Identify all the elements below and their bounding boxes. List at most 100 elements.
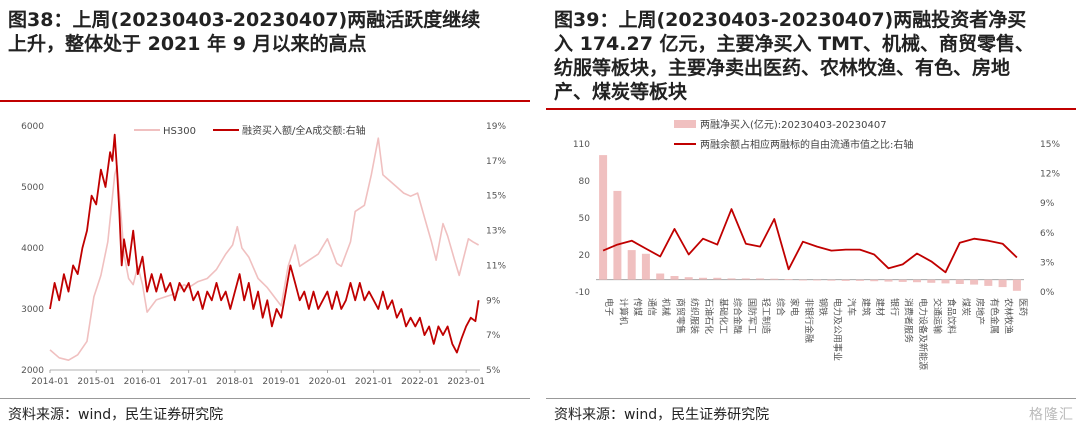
right-category-label: 计算机 xyxy=(617,298,629,325)
right-category-label: 钢铁 xyxy=(817,298,829,316)
net-buy-bar xyxy=(955,279,964,284)
net-buy-bar xyxy=(841,279,850,281)
right-y-tick-right: 3% xyxy=(1040,258,1055,268)
right-title-rule xyxy=(546,108,1076,110)
net-buy-bar xyxy=(884,279,893,282)
right-x-ticks: 电子 计算机 传媒 通信 机械 商贸零售 纺织服装 石油石化 基础化工 综合金融 国防军工 轻工制造综… xyxy=(603,298,1028,370)
right-bar-line-chart: -10 20 50 80 110 0% 3% 6% 9% 12% 15% 电子 计算机 传媒 通信 机械商… xyxy=(573,118,1061,370)
left-x-tick-label: 2020-01 xyxy=(309,377,347,387)
left-x-tick-label: 2022-01 xyxy=(401,377,439,387)
left-y-tick-right: 19% xyxy=(486,122,506,132)
margin-ratio-line xyxy=(49,133,480,354)
left-y-tick-left: 3000 xyxy=(21,305,44,315)
right-y-tick-right: 9% xyxy=(1040,199,1055,209)
watermark: 格隆汇 xyxy=(1029,407,1074,423)
right-category-label: 有色金属 xyxy=(988,298,1000,334)
legend-netbuy-swatch xyxy=(674,120,696,128)
right-y-tick-left: -10 xyxy=(575,288,590,298)
left-x-tick-label: 2014-01 xyxy=(31,377,69,387)
legend-netbuy-label: 两融净买入(亿元):20230403-20230407 xyxy=(700,118,887,131)
right-category-label: 食品饮料 xyxy=(946,298,958,334)
net-buy-bar xyxy=(713,277,722,280)
right-legend: 两融净买入(亿元):20230403-20230407 两融余额占相应两融标的自… xyxy=(674,118,913,151)
net-buy-bar xyxy=(827,279,836,281)
right-y-tick-left: 110 xyxy=(573,140,590,150)
right-category-label: 房地产 xyxy=(974,298,986,325)
net-buy-bar xyxy=(898,279,907,282)
right-panel: 图39：上周(20230403-20230407)两融投资者净买 入 174.2… xyxy=(546,0,1080,431)
left-y-tick-right: 9% xyxy=(486,296,501,306)
left-y-tick-left: 2000 xyxy=(21,366,44,376)
right-y-tick-right: 6% xyxy=(1040,229,1055,239)
net-buy-bar xyxy=(927,279,936,283)
right-category-label: 电子 xyxy=(603,298,615,316)
left-y-tick-right: 15% xyxy=(486,192,506,202)
net-buy-bar xyxy=(599,155,608,280)
left-title-line-1: 图38：上周(20230403-20230407)两融活跃度继续 xyxy=(8,9,481,31)
net-buy-bar xyxy=(1012,279,1021,291)
right-category-label: 汽车 xyxy=(846,298,858,316)
right-category-label: 家电 xyxy=(789,298,801,316)
left-y-tick-left: 6000 xyxy=(21,122,44,132)
legend-ratio-label: 融资买入额/全A成交额:右轴 xyxy=(242,124,366,137)
left-x-tick-label: 2018-01 xyxy=(216,377,254,387)
right-category-label: 电力及公用事业 xyxy=(831,298,843,361)
right-y-ticks-right: 0% 3% 6% 9% 12% 15% xyxy=(1040,140,1060,298)
hs300-line xyxy=(49,137,479,361)
left-x-tick-label: 2017-01 xyxy=(170,377,208,387)
right-y-tick-left: 50 xyxy=(579,214,591,224)
left-y-tick-right: 17% xyxy=(486,157,506,167)
left-x-tick-label: 2015-01 xyxy=(77,377,115,387)
net-buy-bar xyxy=(970,279,979,285)
net-buy-bar xyxy=(699,277,707,280)
net-buy-bar xyxy=(798,279,807,281)
right-category-label: 交通运输 xyxy=(931,298,943,334)
left-source: 资料来源：wind，民生证券研究院 xyxy=(8,407,224,423)
net-buy-bar xyxy=(756,278,765,280)
net-buy-bar xyxy=(984,279,993,286)
net-buy-bar xyxy=(684,277,693,280)
left-source-rule xyxy=(0,398,530,399)
net-buy-bar xyxy=(727,278,736,280)
left-y-ticks-left: 2000 3000 4000 5000 6000 xyxy=(21,122,44,376)
right-chart-title: 图39：上周(20230403-20230407)两融投资者净买 入 174.2… xyxy=(554,8,1074,104)
right-category-label: 农林牧渔 xyxy=(1003,298,1015,334)
net-buy-bar xyxy=(770,278,779,280)
net-buy-bar xyxy=(813,279,822,281)
left-series-group xyxy=(49,133,480,361)
net-buy-bar xyxy=(656,273,665,280)
net-buy-bar xyxy=(670,276,679,280)
right-category-label: 非银行金融 xyxy=(803,298,815,343)
right-source: 资料来源：wind，民生证券研究院 xyxy=(554,407,770,423)
left-x-tick-label: 2019-01 xyxy=(262,377,300,387)
margin-balance-ratio-line xyxy=(602,208,1018,274)
left-legend: HS300 融资买入额/全A成交额:右轴 xyxy=(134,124,366,137)
right-title-line-4: 产、煤炭等板块 xyxy=(554,81,688,103)
net-buy-bar xyxy=(741,278,750,280)
left-panel: 图38：上周(20230403-20230407)两融活跃度继续 上升，整体处于… xyxy=(0,0,534,431)
legend-hs300-label: HS300 xyxy=(163,126,196,137)
right-category-label: 综合金融 xyxy=(732,298,744,334)
left-chart-title: 图38：上周(20230403-20230407)两融活跃度继续 上升，整体处于… xyxy=(8,8,528,56)
right-category-label: 石油石化 xyxy=(703,298,715,334)
right-y-tick-right: 0% xyxy=(1040,288,1055,298)
right-source-rule xyxy=(546,398,1076,399)
left-y-ticks-right: 5% 7% 9% 11% 13% 15% 17% 19% xyxy=(486,122,506,376)
right-category-label: 机械 xyxy=(660,298,672,316)
right-category-label: 建材 xyxy=(874,298,886,316)
net-buy-bar xyxy=(870,279,879,282)
right-y-ticks-left: -10 20 50 80 110 xyxy=(573,140,1024,298)
net-buy-bar xyxy=(784,279,793,280)
net-buy-bar xyxy=(998,279,1007,288)
right-category-label: 纺织服装 xyxy=(689,298,701,334)
right-y-tick-right: 15% xyxy=(1040,140,1060,150)
left-y-tick-right: 11% xyxy=(486,261,506,271)
right-category-label: 综合 xyxy=(774,298,786,316)
right-title-line-1: 图39：上周(20230403-20230407)两融投资者净买 xyxy=(554,9,1027,31)
net-buy-bar xyxy=(627,250,636,280)
net-buy-bar xyxy=(613,190,622,280)
net-buy-bar xyxy=(941,279,950,284)
right-y-tick-left: 20 xyxy=(579,251,591,261)
right-category-label: 通信 xyxy=(646,298,658,316)
left-x-ticks: 2014-01 2015-01 2016-01 2017-01 2018-01 2019-… xyxy=(31,370,485,387)
